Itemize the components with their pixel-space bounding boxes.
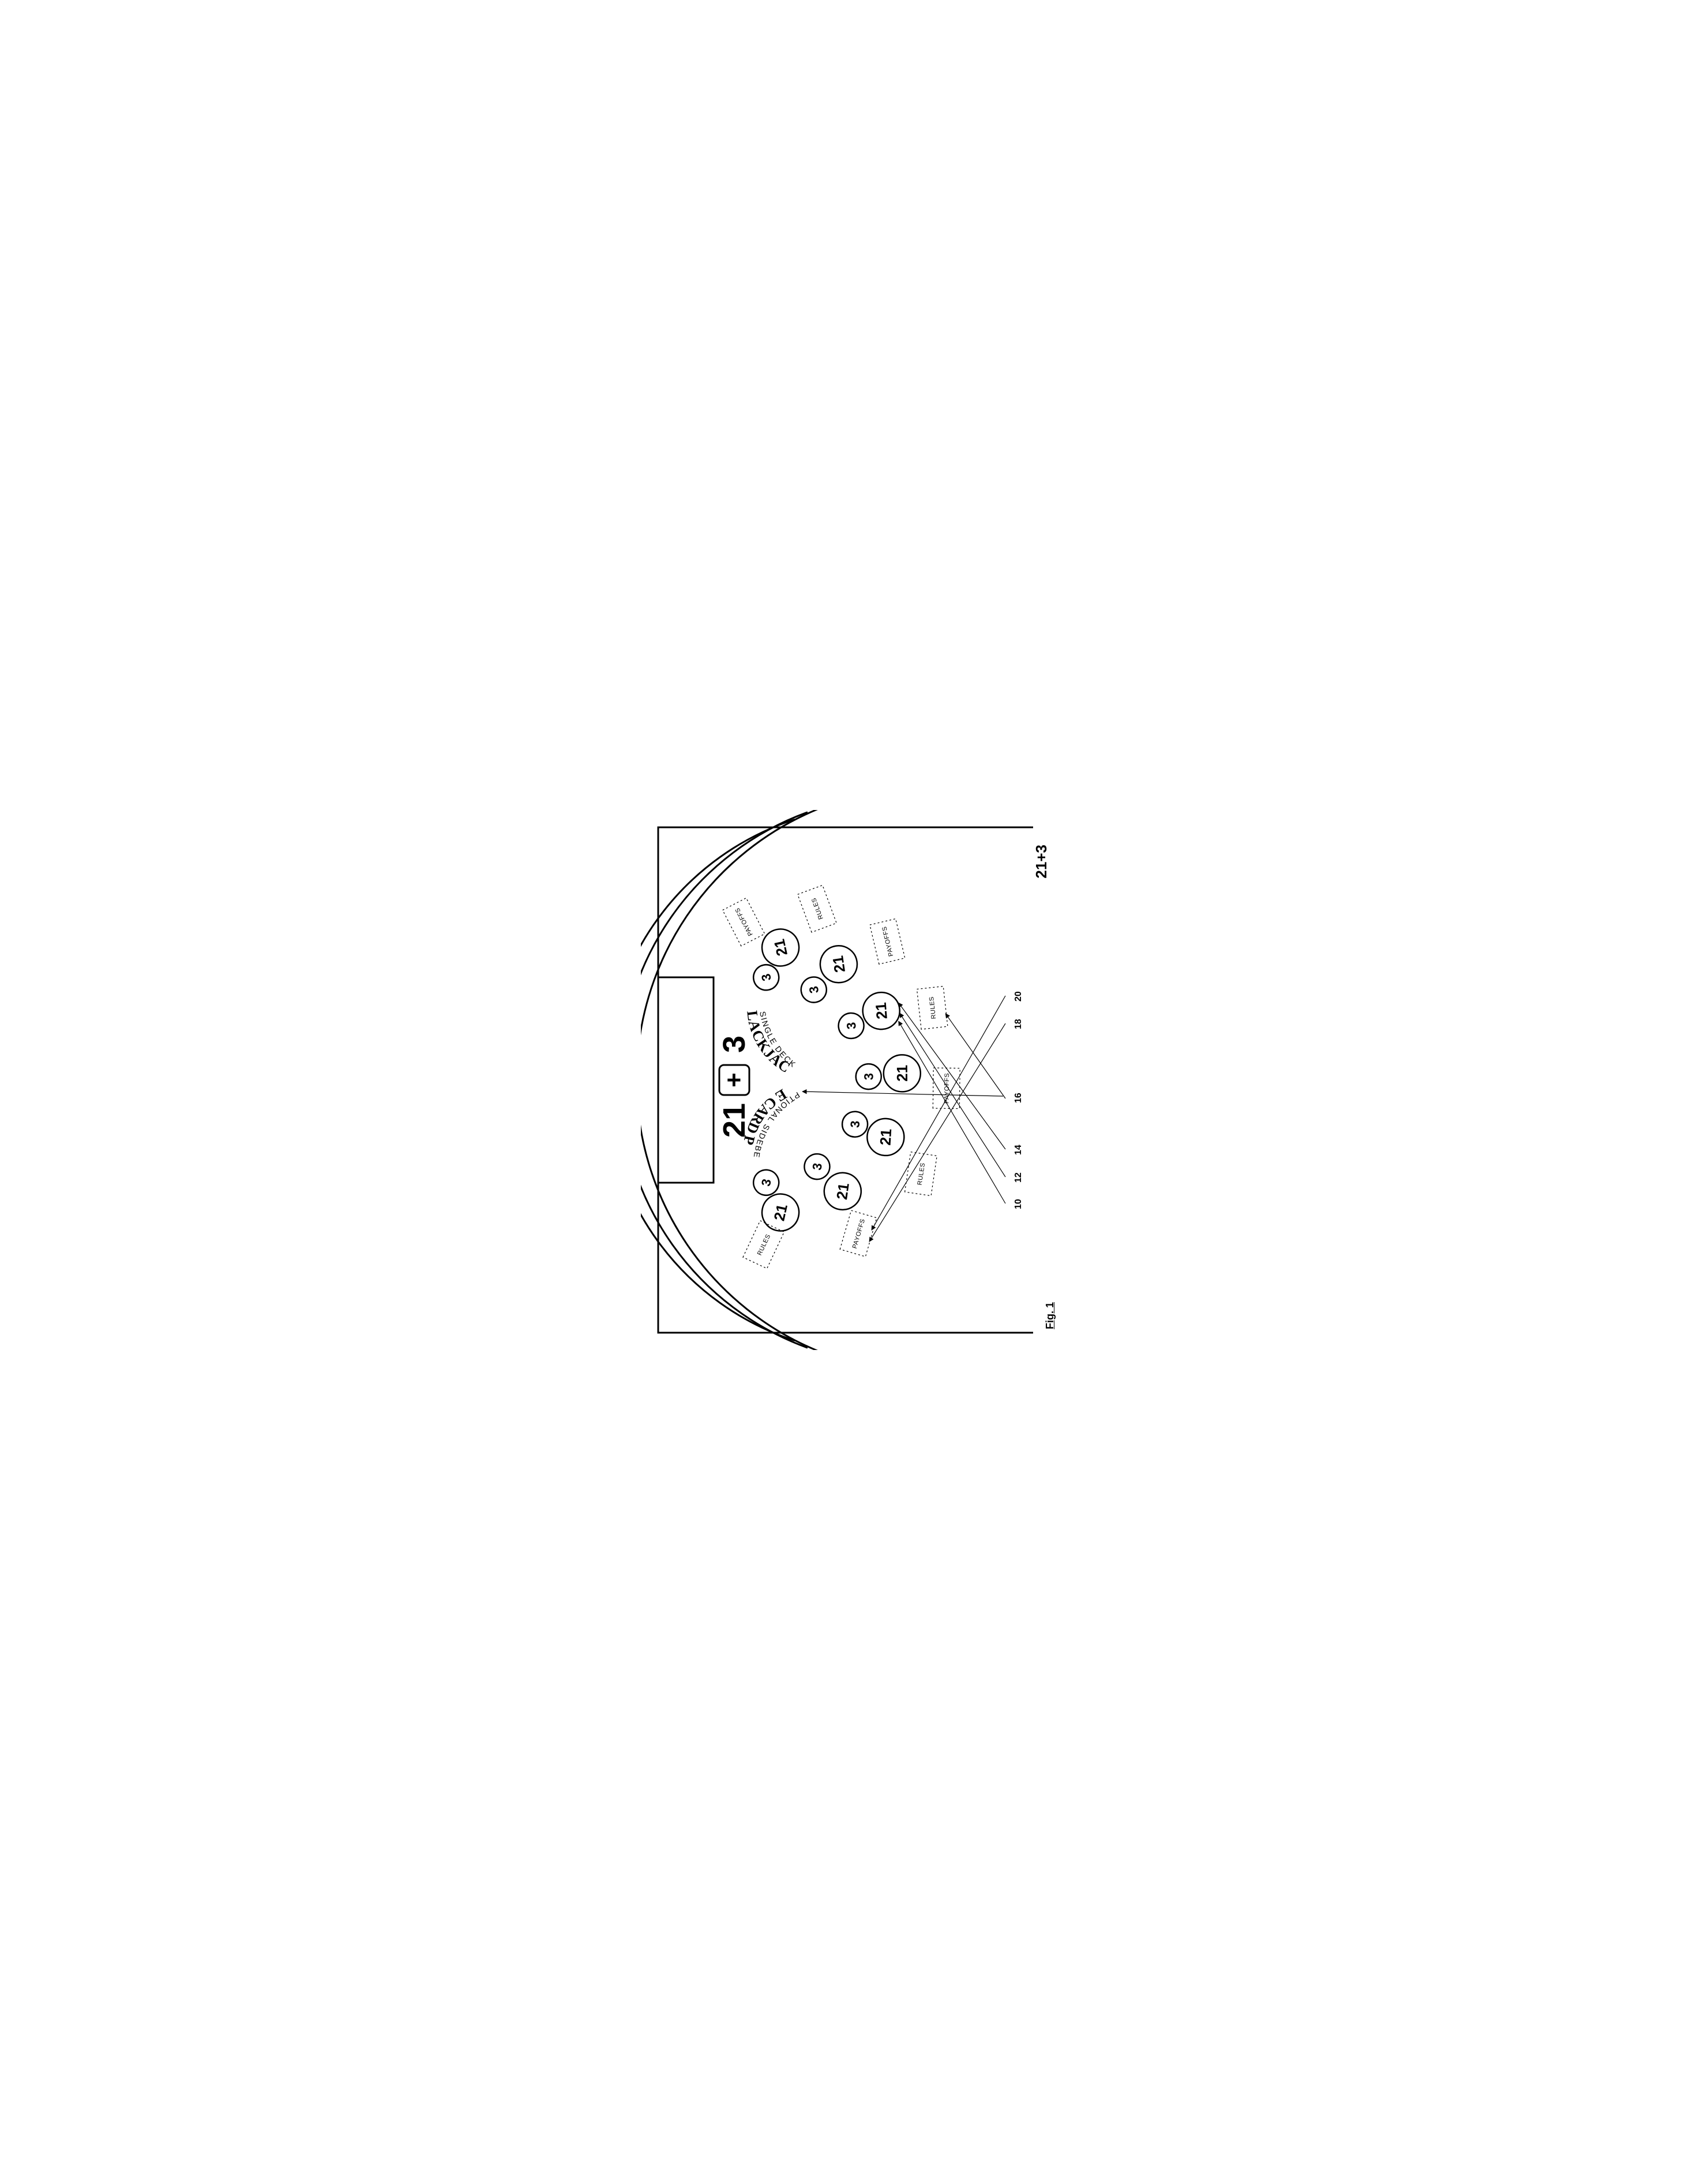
svg-text:21: 21 [833,1182,853,1201]
ref-20: 20 [1013,991,1024,1002]
ref-18: 18 [1013,1019,1024,1029]
svg-text:3: 3 [758,973,774,982]
rotated-layout: 21+3BLACKJACKSINGLE DECKTHREE CARD POKER… [641,810,1068,1350]
svg-text:21: 21 [893,1065,910,1082]
svg-text:21: 21 [770,937,791,958]
svg-text:21: 21 [876,1128,895,1146]
svg-text:3: 3 [843,1022,858,1030]
svg-text:BLACKJACK: BLACKJACK [641,1010,794,1350]
svg-text:3: 3 [861,1073,876,1080]
ref-14: 14 [1013,1145,1024,1155]
svg-text:3: 3 [758,1178,774,1187]
svg-text:RULES: RULES [916,1162,926,1186]
ref-10: 10 [1013,1199,1024,1209]
patent-figure-page: 21+3BLACKJACKSINGLE DECKTHREE CARD POKER… [641,810,1068,1350]
figure-number-label: Fig. 1 [1044,1302,1056,1329]
svg-text:PAYOFFS: PAYOFFS [851,1218,866,1249]
svg-text:3: 3 [717,1036,752,1053]
svg-text:RULES: RULES [810,897,824,920]
svg-text:PAYOFFS: PAYOFFS [881,925,895,957]
svg-text:3: 3 [847,1120,862,1128]
svg-text:RULES: RULES [756,1233,772,1257]
svg-text:RULES: RULES [928,996,937,1019]
ref-16: 16 [1013,1093,1024,1103]
svg-text:21: 21 [829,955,849,974]
svg-text:21: 21 [872,1002,890,1020]
svg-text:21: 21 [770,1202,791,1222]
svg-text:PAYOFFS: PAYOFFS [734,906,754,937]
svg-text:3: 3 [806,985,821,995]
game-title-label: 21+3 [1033,845,1050,879]
svg-text:+: + [720,1072,748,1088]
svg-text:3: 3 [809,1162,824,1171]
table-layout-diagram: 21+3BLACKJACKSINGLE DECKTHREE CARD POKER… [641,810,1068,1350]
ref-12: 12 [1013,1172,1024,1183]
